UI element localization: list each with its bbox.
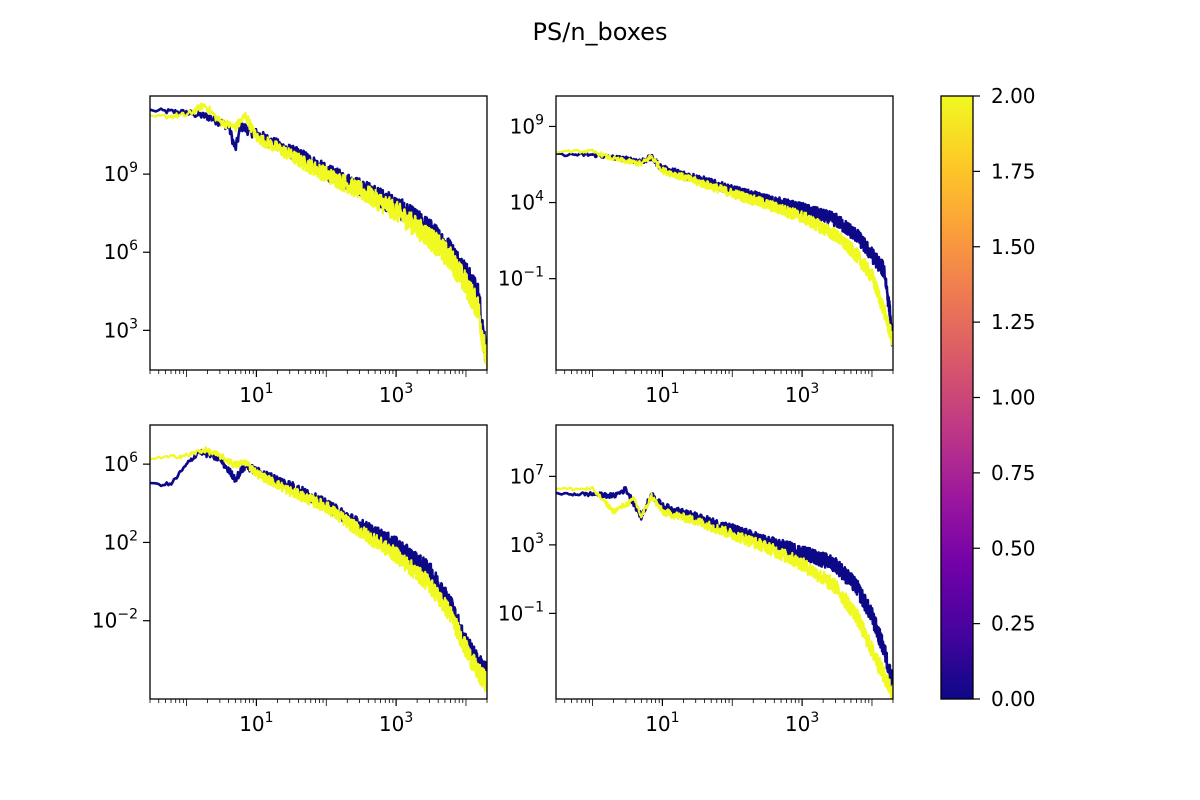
axes-frame [149,95,488,371]
x-tick-label: 101 [239,381,273,407]
x-tick-label: 103 [379,381,413,407]
subplot-bottom-right: 101 103 10−1 103 107 [498,424,894,736]
subplot-top-left: 101 103 103 106 109 [104,95,488,407]
series-line-2 [556,148,893,347]
y-tick-label: 103 [510,531,544,557]
colorbar-tick-label: 0.75 [991,461,1036,485]
colorbar-tick-label: 1.25 [991,310,1036,334]
colorbar-gradient [940,95,974,700]
colorbar-tick-label: 2.00 [991,84,1036,108]
y-tick-label: 106 [104,238,138,264]
colorbar-tick-label: 0.50 [991,536,1036,560]
y-tick-label: 109 [104,160,138,186]
axes-frame [149,424,488,700]
y-tick-label: 104 [510,189,544,215]
subplot-top-right: 101 103 10−1 104 109 [498,95,894,407]
series-line-1 [556,486,893,690]
x-tick-label: 103 [379,710,413,736]
y-tick-label: 106 [104,450,138,476]
x-tick-label: 101 [645,710,679,736]
y-tick-label: 10−1 [498,599,544,625]
y-tick-label: 107 [510,462,544,488]
axes-frame [555,95,894,371]
series-line-2 [150,446,487,692]
colorbar-tick-label: 0.00 [991,687,1036,711]
series-line-1 [556,152,893,347]
y-tick-label: 109 [510,112,544,138]
colorbar-tick-label: 0.25 [991,612,1036,636]
y-tick-label: 10−2 [92,607,138,633]
y-tick-label: 10−1 [498,265,544,291]
y-tick-label: 103 [104,316,138,342]
x-tick-label: 103 [785,381,819,407]
x-tick-label: 103 [785,710,819,736]
series-line-1 [150,448,487,683]
series-line-2 [150,102,487,370]
figure-title: PS/n_boxes [533,18,668,46]
colorbar-tick-label: 1.00 [991,386,1036,410]
subplot-bottom-left: 101 103 10−2 102 106 [92,424,488,736]
x-tick-label: 101 [645,381,679,407]
series-line-2 [556,485,893,699]
x-tick-label: 101 [239,710,273,736]
colorbar: 0.00 0.25 0.50 0.75 1.00 1.25 1.50 1.75 2.00 [940,84,1036,711]
colorbar-tick-label: 1.75 [991,159,1036,183]
axes-frame [555,424,894,700]
y-tick-label: 102 [104,528,138,554]
colorbar-tick-label: 1.50 [991,235,1036,259]
